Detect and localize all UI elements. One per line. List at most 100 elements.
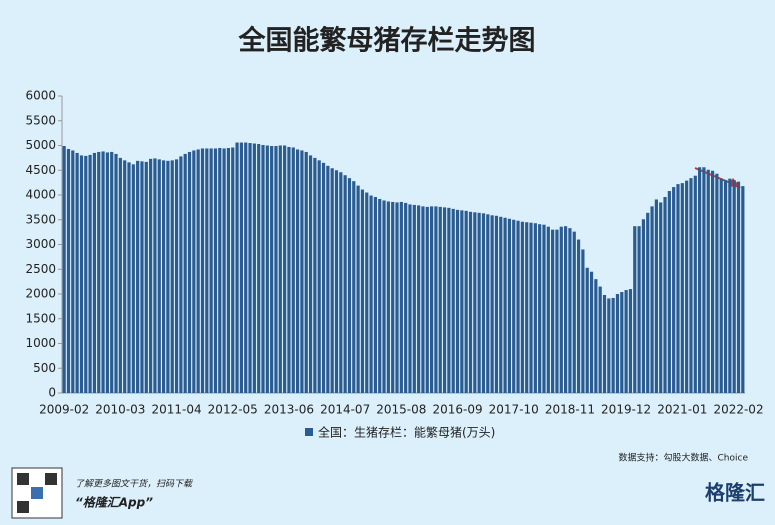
bar — [140, 161, 144, 393]
bar — [723, 180, 728, 393]
bar — [136, 160, 140, 393]
bar — [468, 211, 473, 393]
bar — [330, 168, 334, 393]
bar — [542, 224, 546, 393]
y-tick-label: 1000 — [25, 336, 56, 350]
bar — [88, 154, 92, 393]
bar — [270, 145, 274, 393]
bar — [533, 223, 537, 393]
bar — [244, 142, 248, 393]
bar — [105, 152, 109, 393]
bar — [196, 149, 200, 393]
x-tick-label: 2016-09 — [432, 403, 482, 417]
bar — [672, 187, 676, 393]
bar — [166, 160, 170, 393]
y-tick-label: 5000 — [25, 138, 56, 152]
bar — [417, 205, 421, 393]
bar — [615, 294, 620, 393]
bar — [576, 239, 581, 393]
bar — [641, 219, 646, 393]
bar — [149, 158, 153, 393]
bar — [187, 151, 192, 393]
x-tick-label: 2021-01 — [657, 403, 707, 417]
bar — [226, 147, 231, 393]
bar — [84, 155, 88, 393]
bar — [425, 206, 429, 393]
bar — [79, 155, 84, 393]
bar — [304, 151, 308, 393]
bar — [347, 178, 352, 393]
qr-mark — [17, 473, 29, 485]
bar — [736, 181, 741, 393]
y-tick-label: 0 — [48, 386, 56, 400]
bar — [702, 167, 706, 393]
bar — [339, 172, 343, 393]
x-tick-label: 2022-02 — [713, 403, 763, 417]
bar — [624, 290, 628, 393]
bar — [144, 161, 148, 393]
bar — [317, 160, 321, 393]
bar — [179, 156, 183, 393]
bar — [174, 159, 179, 393]
bar — [300, 150, 304, 393]
bar — [698, 167, 702, 393]
bar — [209, 148, 213, 393]
chart-title: 全国能繁母猪存栏走势图 — [238, 25, 536, 57]
bar — [438, 206, 442, 393]
bar — [265, 145, 269, 393]
bar — [637, 226, 641, 393]
bar — [200, 148, 205, 393]
y-tick-label: 500 — [33, 361, 56, 375]
bar — [373, 196, 378, 393]
bar — [512, 219, 516, 393]
bar — [602, 294, 607, 393]
bar — [581, 249, 585, 393]
bar — [520, 221, 524, 393]
bar — [235, 142, 239, 393]
bar — [447, 207, 451, 393]
y-tick-label: 2500 — [25, 262, 56, 276]
bar — [598, 286, 602, 393]
bar — [127, 162, 131, 393]
bar — [395, 202, 399, 393]
bar — [503, 217, 507, 393]
x-tick-label: 2011-04 — [151, 403, 201, 417]
bar — [585, 267, 589, 393]
bar — [442, 207, 447, 393]
bar — [507, 218, 512, 393]
bar — [564, 226, 568, 393]
bar — [741, 186, 745, 393]
bar — [161, 160, 166, 393]
bar — [343, 175, 347, 393]
bar — [494, 215, 499, 393]
bar — [118, 157, 122, 393]
bar — [218, 147, 222, 393]
bar — [326, 165, 330, 393]
x-tick-label: 2013-06 — [264, 403, 314, 417]
bar — [676, 184, 680, 393]
bar — [114, 153, 118, 393]
bar — [421, 206, 425, 393]
bar — [732, 180, 736, 393]
bar — [538, 224, 542, 393]
bar — [654, 199, 658, 393]
bar — [667, 191, 671, 393]
bar — [710, 170, 715, 393]
bar — [429, 206, 434, 393]
x-tick-label: 2009-02 — [39, 403, 89, 417]
y-tick-label: 1500 — [25, 311, 56, 325]
bar — [486, 214, 490, 393]
bar — [460, 210, 464, 393]
x-tick-label: 2015-08 — [376, 403, 426, 417]
bar — [291, 147, 295, 393]
x-tick-label: 2018-11 — [545, 403, 595, 417]
bar — [62, 145, 66, 393]
bar — [334, 170, 339, 393]
bar — [257, 144, 261, 393]
bar — [404, 202, 408, 393]
bar — [650, 206, 654, 393]
bar — [378, 198, 382, 393]
bar — [399, 201, 403, 393]
footer-note: 了解更多图文干货，扫码下载 — [75, 479, 193, 490]
x-tick-label: 2019-12 — [601, 403, 651, 417]
